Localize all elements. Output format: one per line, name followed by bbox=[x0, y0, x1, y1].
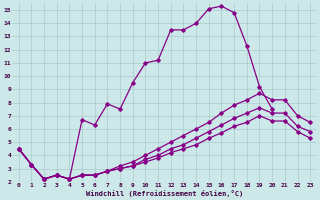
X-axis label: Windchill (Refroidissement éolien,°C): Windchill (Refroidissement éolien,°C) bbox=[86, 190, 243, 197]
